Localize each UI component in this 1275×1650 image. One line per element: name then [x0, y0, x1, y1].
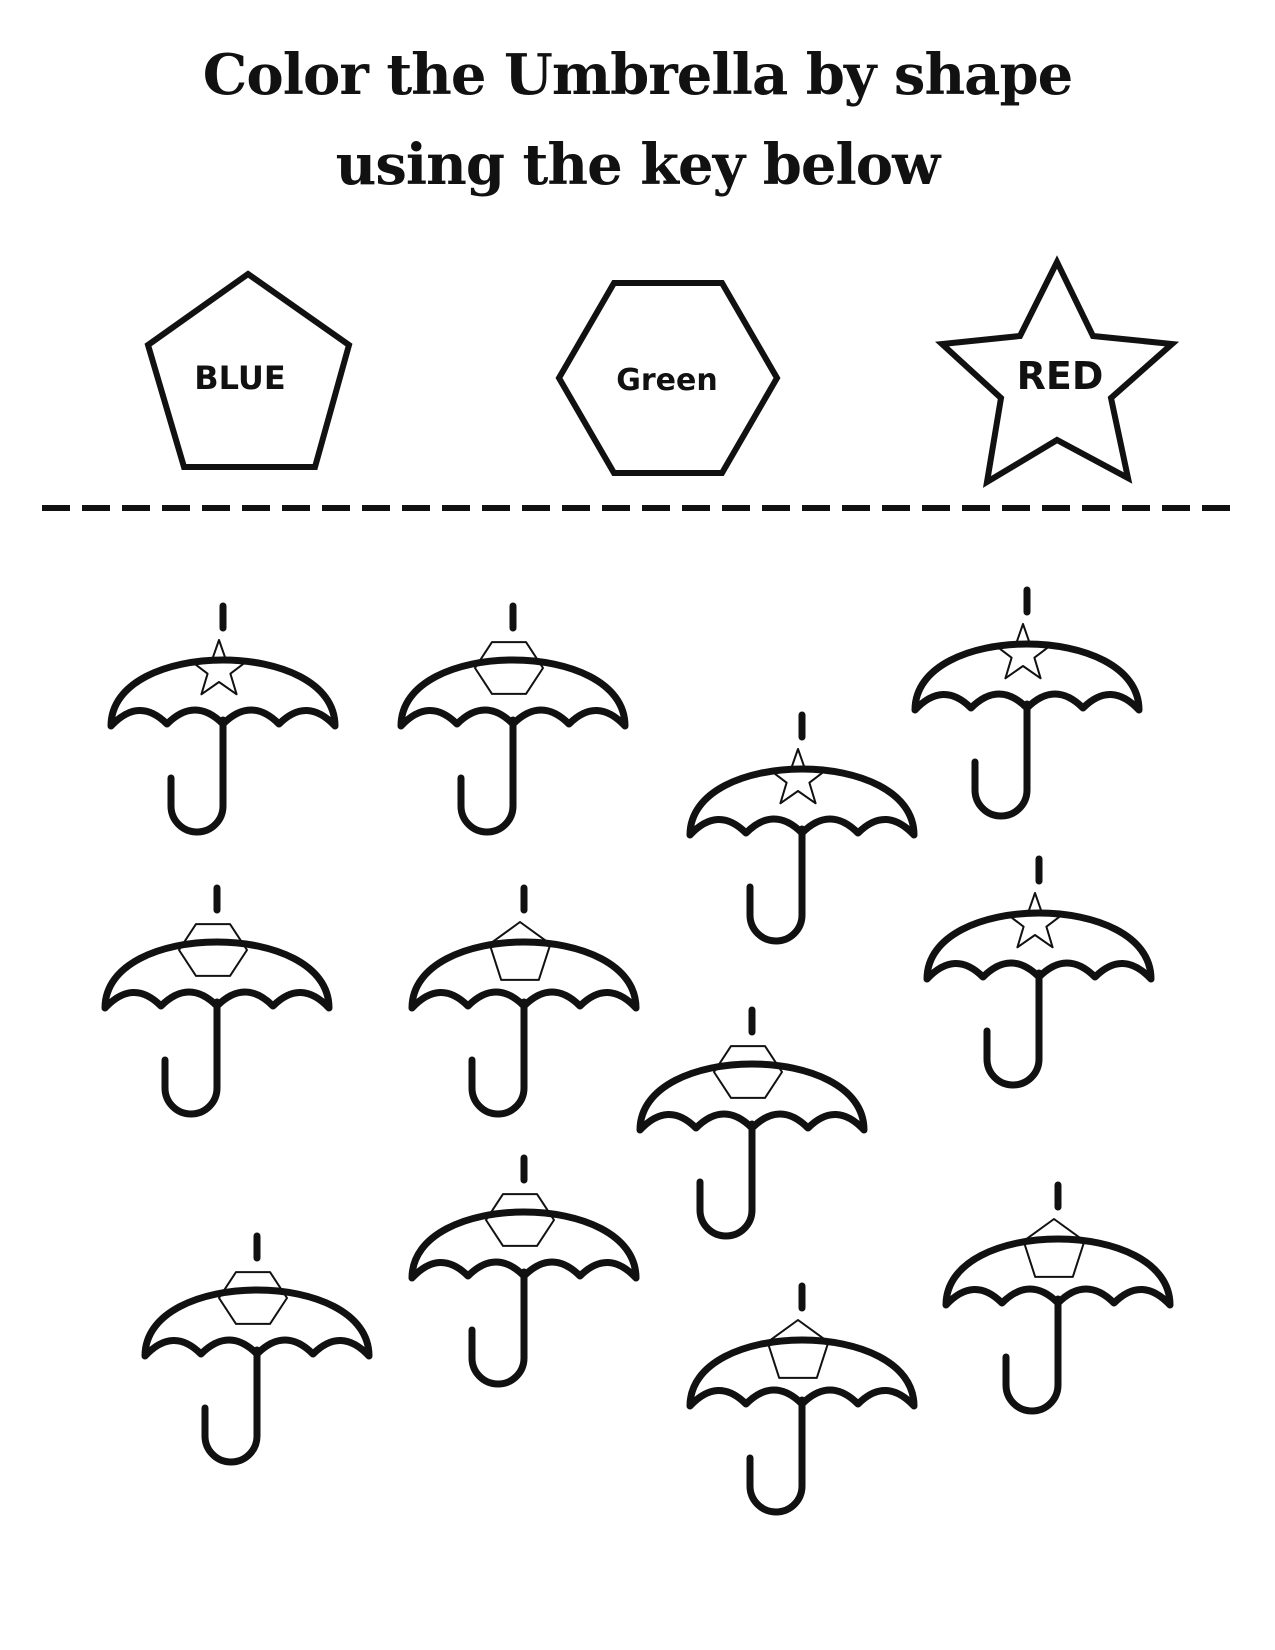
umbrella-7-star-icon [1005, 892, 1065, 949]
umbrella-9-hexagon-icon [218, 1271, 288, 1325]
key-label-red: RED [1017, 354, 1104, 398]
key-hexagon: Green [555, 280, 781, 476]
umbrella-1[interactable] [107, 602, 339, 836]
umbrella-4[interactable] [911, 586, 1143, 820]
umbrella-2-hexagon-icon [474, 641, 544, 695]
key-label-blue: BLUE [194, 359, 285, 397]
umbrella-11[interactable] [942, 1181, 1174, 1415]
key-pentagon: BLUE [144, 270, 353, 470]
umbrella-4-star-icon [993, 623, 1053, 680]
umbrella-9[interactable] [141, 1232, 373, 1466]
umbrella-3-star-icon [768, 748, 828, 805]
umbrella-field [101, 586, 1174, 1516]
key-star: RED [935, 255, 1180, 488]
umbrella-1-star-icon [189, 639, 249, 696]
title-line-1: Color the Umbrella by shape [202, 42, 1073, 108]
key-label-green: Green [616, 363, 717, 398]
umbrella-6-pentagon-icon [488, 921, 552, 981]
umbrella-12-pentagon-icon [766, 1319, 830, 1379]
umbrella-8[interactable] [636, 1006, 868, 1240]
page-title: Color the Umbrella by shape using the ke… [0, 30, 1275, 210]
umbrella-6[interactable] [408, 884, 640, 1118]
umbrella-5-hexagon-icon [178, 923, 248, 977]
umbrella-12[interactable] [686, 1282, 918, 1516]
umbrella-5[interactable] [101, 884, 333, 1118]
umbrella-7[interactable] [923, 855, 1155, 1089]
umbrella-11-pentagon-icon [1022, 1218, 1086, 1278]
umbrella-3[interactable] [686, 711, 918, 945]
title-line-2: using the key below [335, 132, 941, 198]
umbrella-10-hexagon-icon [485, 1193, 555, 1247]
umbrella-10[interactable] [408, 1154, 640, 1388]
umbrella-8-hexagon-icon [713, 1045, 783, 1099]
umbrella-2[interactable] [397, 602, 629, 836]
